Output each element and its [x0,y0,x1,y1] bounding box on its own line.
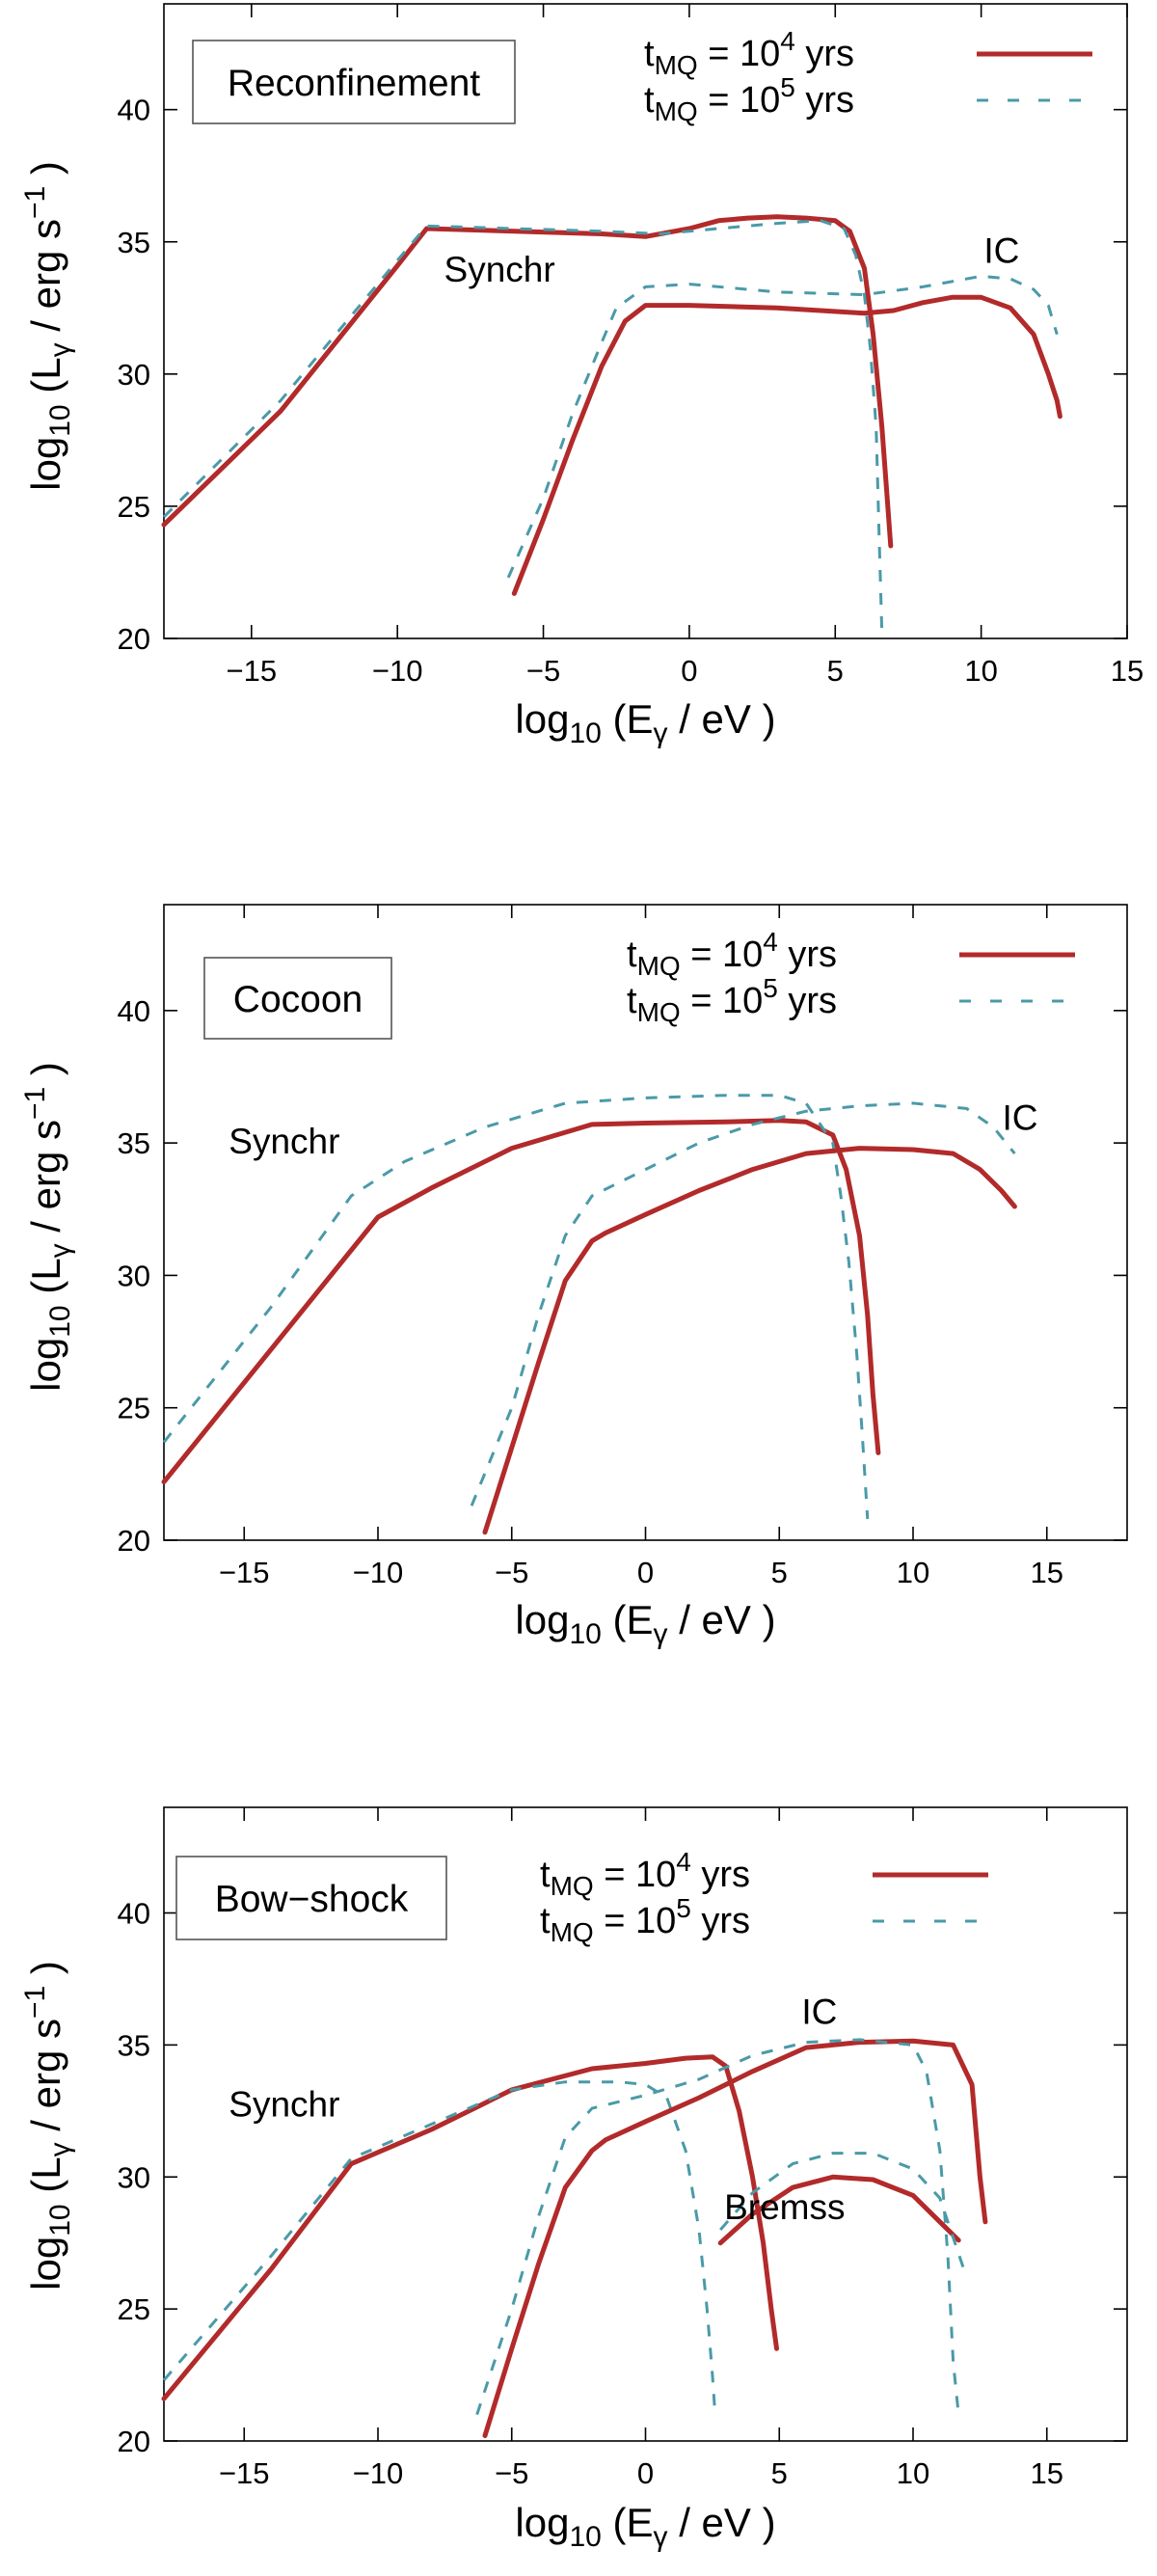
annotation-synchr: Synchr [444,250,555,289]
y-tick-label: 40 [118,94,150,127]
y-tick-label: 20 [118,1524,150,1558]
x-tick-label: −10 [353,1556,404,1589]
legend-label-2: tMQ = 105 yrs [627,973,837,1027]
annotation-ic: IC [801,1992,837,2031]
x-tick-label: 0 [637,1556,654,1589]
series-line-synchr-solid [161,2054,779,2401]
y-tick-label: 25 [118,2292,150,2326]
x-tick-label: 0 [637,2456,654,2490]
series-line-synchr-dashed [162,1094,870,1520]
plot-frame [163,3,1128,639]
series-line-bremss-solid [717,2174,961,2246]
series-line-synchr-dashed [162,2080,717,2415]
x-tick-label: 10 [964,654,997,688]
chart-panel-2: −15 −10 −5 0 5 10 15 20 25 30 35 40 Synchr IC Cocoon tM… [19,904,1128,1650]
x-tick-label: 5 [827,654,844,688]
x-tick-label: 10 [897,1556,929,1589]
y-tick-label: 40 [118,1897,150,1931]
series-line-ic-solid [482,1146,1017,1535]
series-line-synchr-solid [161,1118,881,1485]
annotation-ic: IC [1003,1098,1038,1137]
y-tick-label: 30 [118,2160,150,2194]
x-tick-label: 15 [1031,2456,1063,2490]
x-axis-title: log10 (Eγ / eV ) [515,1597,775,1650]
panel-title-box [175,1856,447,1940]
x-tick-label: 15 [1031,1556,1063,1589]
y-tick-label: 30 [118,358,150,392]
series-line-synchr-solid [161,214,894,549]
legend-label-1: tMQ = 104 yrs [627,927,837,981]
x-tick-label: −15 [219,1556,270,1589]
x-tick-label: 0 [681,654,697,688]
series-line-synchr-dashed [162,219,884,634]
y-tick-label: 20 [118,2425,150,2458]
y-tick-label: 35 [118,226,150,259]
y-tick-label: 35 [118,1126,150,1160]
legend-label-1: tMQ = 104 yrs [540,1847,750,1901]
x-tick-label: 15 [1111,654,1144,688]
annotation-bremss: Bremss [724,2187,845,2227]
y-tick-label: 20 [118,622,150,656]
panel-title: Reconfinement [228,63,480,104]
panel-title: Cocoon [233,979,363,1020]
x-axis-title: log10 (Eγ / eV ) [515,2500,775,2553]
chart-panel-1: −15 −10 −5 0 5 10 15 20 25 30 35 40 Synchr IC Reconfin… [19,3,1144,749]
series-line-bremss-dashed [719,2152,966,2270]
x-tick-label: −5 [495,2456,528,2490]
series-line-ic-solid [482,2038,988,2438]
legend-label-2: tMQ = 105 yrs [644,72,854,126]
panel-title: Bow−shock [215,1879,409,1920]
x-tick-label: −15 [227,654,278,688]
y-axis-title: log10 (Lγ / erg s−1 ) [19,1961,76,2291]
panel-title-box [203,957,392,1040]
annotation-synchr: Synchr [229,2084,339,2124]
y-tick-label: 25 [118,1392,150,1425]
y-tick-label: 25 [118,490,150,524]
y-axis-title: log10 (Lγ / erg s−1 ) [19,161,76,491]
legend-label-2: tMQ = 105 yrs [540,1893,750,1947]
x-tick-label: −10 [372,654,423,688]
x-tick-label: 5 [771,1556,788,1589]
y-tick-label: 35 [118,2028,150,2062]
x-tick-label: 5 [771,2456,788,2490]
y-tick-label: 30 [118,1259,150,1292]
x-tick-label: −10 [353,2456,404,2490]
series-line-ic-dashed [506,274,1059,579]
y-tick-label: 40 [118,994,150,1028]
x-tick-label: −15 [219,2456,270,2490]
annotation-synchr: Synchr [229,1122,339,1161]
legend-label-1: tMQ = 104 yrs [644,26,854,80]
y-axis-title: log10 (Lγ / erg s−1 ) [19,1062,76,1392]
x-axis-title: log10 (Eγ / eV ) [515,696,775,749]
x-tick-label: −5 [495,1556,528,1589]
x-tick-label: 10 [897,2456,929,2490]
series-line-ic-solid [511,294,1063,596]
annotation-ic: IC [983,231,1019,271]
chart-panel-3: −15 −10 −5 0 5 10 15 20 25 30 35 40 Synchr IC Bremss Bo… [19,1806,1128,2553]
series-line-ic-dashed [470,1101,1016,1506]
x-tick-label: −5 [526,654,560,688]
panel-title-box [192,40,516,124]
